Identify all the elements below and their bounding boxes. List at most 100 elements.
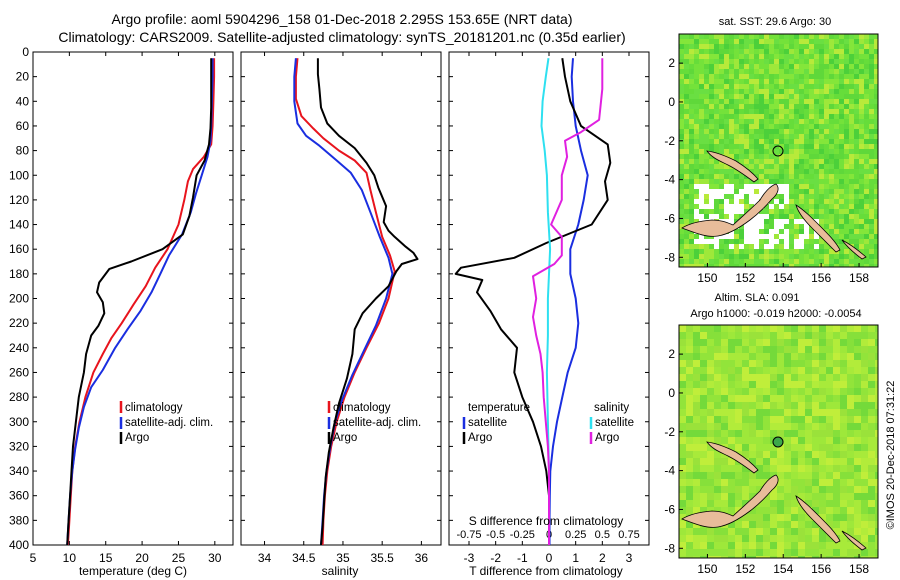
map-cell (699, 164, 704, 169)
map-cell (789, 89, 794, 94)
map-cell (729, 99, 734, 104)
map-cell (875, 542, 878, 549)
map-cell (769, 34, 774, 39)
map-cell (869, 154, 874, 159)
map-cell (864, 79, 869, 84)
map-cell (724, 64, 729, 69)
map-cell (679, 199, 684, 204)
map-cell (814, 59, 819, 64)
map-cell (834, 84, 839, 89)
map-cell (739, 184, 744, 189)
map-cell (721, 339, 728, 346)
map-cell (784, 114, 789, 119)
map-cell (875, 402, 878, 409)
map-cell (840, 465, 847, 472)
map-cell (789, 194, 794, 199)
map-cell (844, 234, 849, 239)
map-cell (814, 119, 819, 124)
map-cell (794, 179, 799, 184)
map-cell (686, 388, 693, 395)
map-cell (700, 395, 707, 402)
map-cell (847, 549, 854, 556)
map-cell (784, 44, 789, 49)
map-cell (729, 214, 734, 219)
map-cell (714, 184, 719, 189)
map-cell (805, 353, 812, 360)
map-cell (714, 486, 721, 493)
map-cell (699, 159, 704, 164)
map-cell (834, 34, 839, 39)
map-cell (734, 134, 739, 139)
map-cell (784, 204, 789, 209)
map-cell (754, 139, 759, 144)
map-cell (699, 129, 704, 134)
map-cell (819, 189, 824, 194)
map-cell (794, 54, 799, 59)
map-cell (874, 129, 878, 134)
map-cell (679, 169, 684, 174)
map-cell (847, 402, 854, 409)
map-cell (854, 169, 859, 174)
map-cell (829, 99, 834, 104)
map-cell (812, 332, 819, 339)
map-cell (829, 39, 834, 44)
map-cell (694, 69, 699, 74)
y-tick-label: 220 (9, 316, 29, 330)
map-cell (805, 465, 812, 472)
map-cell (735, 486, 742, 493)
map-cell (707, 409, 714, 416)
map-cell (819, 437, 826, 444)
map-cell (839, 84, 844, 89)
map-cell (724, 129, 729, 134)
map-cell (756, 514, 763, 521)
map-cell (774, 139, 779, 144)
map-cell (809, 179, 814, 184)
map-cell (742, 409, 749, 416)
map-cell (759, 154, 764, 159)
map-cell (764, 69, 769, 74)
map-cell (749, 119, 754, 124)
map-cell (694, 264, 699, 267)
map-cell (709, 74, 714, 79)
map-cell (719, 79, 724, 84)
map-cell (679, 353, 686, 360)
map-cell (759, 229, 764, 234)
map-cell (794, 109, 799, 114)
map-cell (756, 535, 763, 542)
map-cell (699, 139, 704, 144)
map-cell (814, 139, 819, 144)
map-cell (770, 395, 777, 402)
map-x-tick-label: 156 (811, 562, 831, 576)
map-cell (759, 234, 764, 239)
map-cell (744, 119, 749, 124)
sst-map-title: sat. SST: 29.6 Argo: 30 (719, 16, 832, 28)
map-cell (847, 388, 854, 395)
map-cell (789, 104, 794, 109)
map-cell (826, 325, 833, 332)
y-tick-label: 300 (9, 415, 29, 429)
map-cell (749, 346, 756, 353)
map-cell (679, 39, 684, 44)
map-cell (679, 535, 686, 542)
map-cell (774, 39, 779, 44)
map-cell (742, 451, 749, 458)
map-cell (693, 479, 700, 486)
map-cell (779, 39, 784, 44)
map-cell (784, 254, 789, 259)
map-cell (847, 472, 854, 479)
map-cell (798, 465, 805, 472)
map-cell (735, 367, 742, 374)
map-cell (805, 486, 812, 493)
y-tick-label: 60 (16, 119, 30, 133)
map-cell (791, 402, 798, 409)
map-cell (833, 430, 840, 437)
map-cell (704, 49, 709, 54)
map-cell (844, 154, 849, 159)
map-cell (814, 154, 819, 159)
map-cell (809, 259, 814, 264)
map-cell (739, 239, 744, 244)
map-cell (824, 129, 829, 134)
map-cell (826, 451, 833, 458)
map-cell (714, 209, 719, 214)
map-cell (686, 479, 693, 486)
